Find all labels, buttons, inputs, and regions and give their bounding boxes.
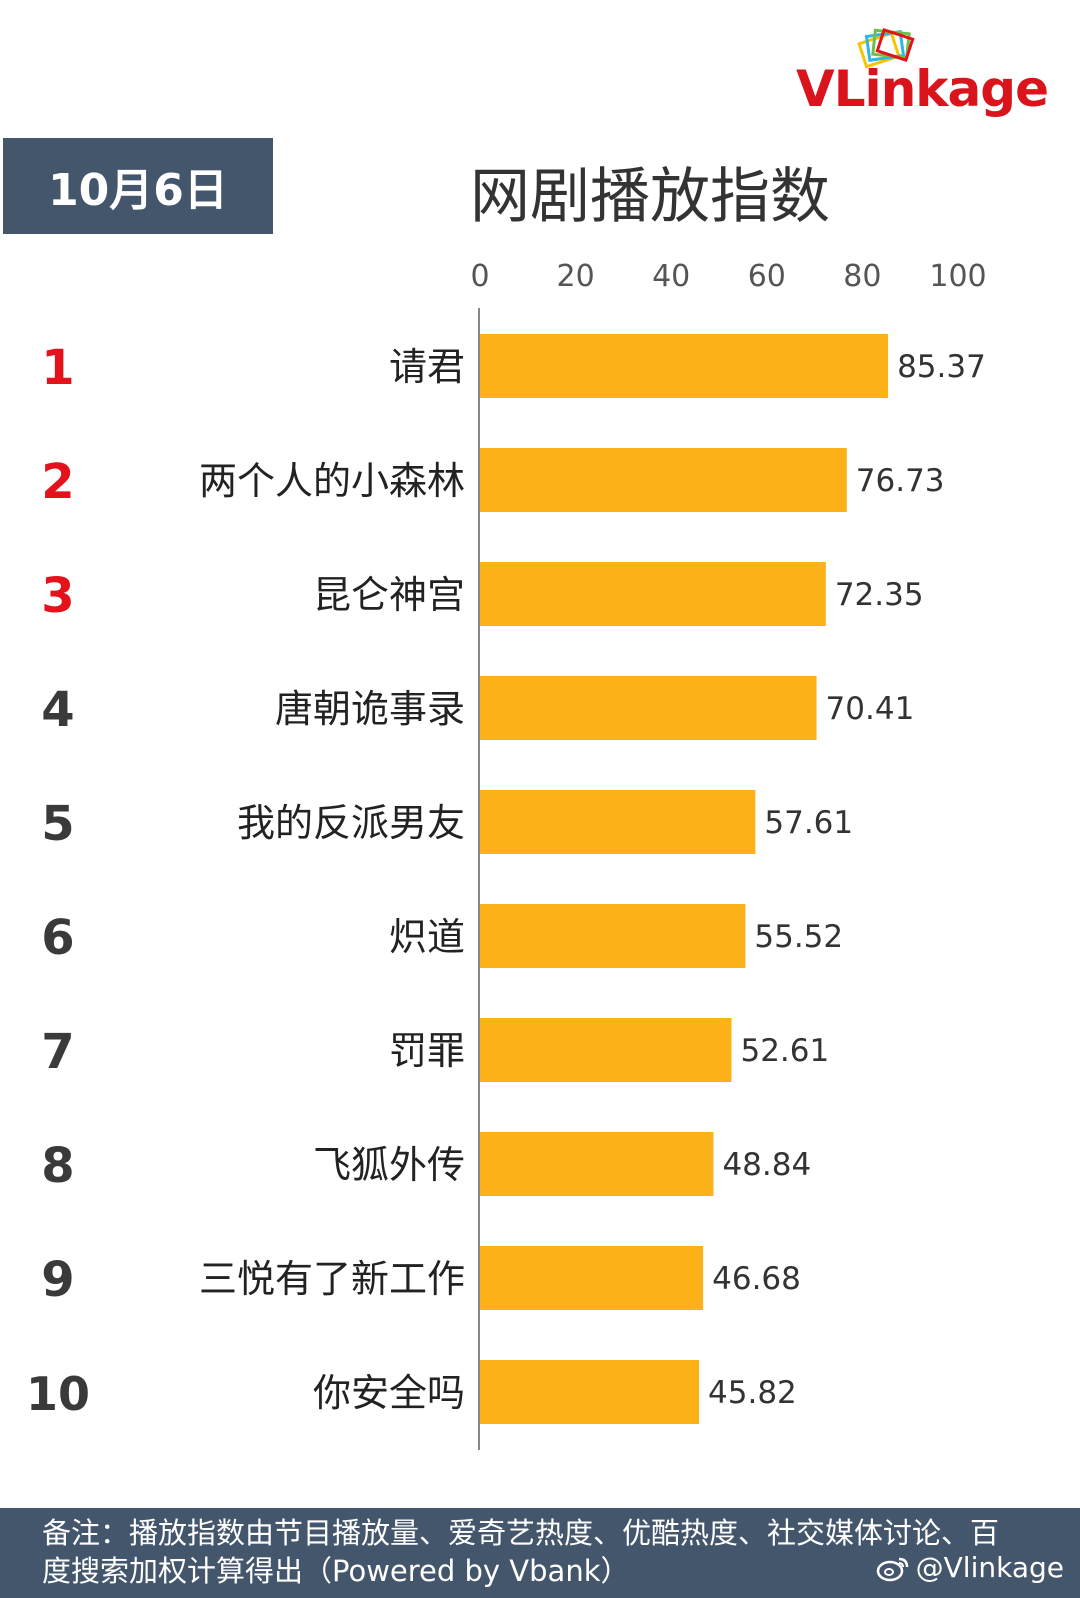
footer: 备注：播放指数由节目播放量、爱奇艺热度、优酷热度、社交媒体讨论、百度搜索加权计算…	[0, 1508, 1080, 1598]
x-tick-label: 80	[843, 259, 881, 294]
value-label: 76.73	[856, 463, 945, 499]
category-label: 飞狐外传	[313, 1143, 465, 1187]
rank-number: 4	[41, 682, 74, 738]
category-label: 昆仑神宫	[313, 573, 465, 617]
bar	[480, 1246, 704, 1310]
brand-name: VLinkage	[796, 60, 1049, 118]
logo-mark-icon	[857, 28, 915, 69]
category-label: 两个人的小森林	[199, 459, 465, 503]
value-label: 52.61	[740, 1033, 829, 1069]
value-label: 55.52	[754, 919, 843, 955]
bar	[480, 790, 756, 854]
x-tick-label: 40	[652, 259, 690, 294]
value-label: 85.37	[897, 349, 986, 385]
value-label: 72.35	[835, 577, 924, 613]
x-tick-label: 0	[470, 259, 489, 294]
weibo-handle-text: @Vlinkage	[915, 1551, 1064, 1584]
rank-number: 3	[41, 568, 74, 624]
bar	[480, 676, 817, 740]
date-badge: 10月6日	[3, 138, 273, 234]
rank-number: 1	[41, 340, 74, 396]
bar	[480, 1360, 700, 1424]
bar	[480, 334, 889, 398]
bar	[480, 904, 746, 968]
category-label: 罚罪	[389, 1029, 465, 1073]
weibo-handle: @Vlinkage	[876, 1551, 1064, 1584]
footer-note: 备注：播放指数由节目播放量、爱奇艺热度、优酷热度、社交媒体讨论、百度搜索加权计算…	[42, 1516, 1000, 1588]
category-label: 三悦有了新工作	[199, 1257, 465, 1301]
x-tick-label: 20	[557, 259, 595, 294]
bar	[480, 1132, 714, 1196]
value-label: 45.82	[708, 1375, 797, 1411]
rank-number: 8	[41, 1138, 74, 1194]
category-label: 唐朝诡事录	[275, 687, 465, 731]
bar	[480, 1018, 732, 1082]
x-tick-label: 100	[929, 259, 986, 294]
value-label: 57.61	[764, 805, 853, 841]
category-label: 请君	[389, 345, 465, 389]
value-label: 46.68	[712, 1261, 801, 1297]
rank-number: 10	[26, 1367, 90, 1421]
category-label: 我的反派男友	[237, 801, 465, 845]
rank-number: 9	[41, 1252, 74, 1308]
bar-chart: 0 20 40 60 80 100 1 请君 85.37 2 两个人的小森林 76.73 3 昆仑神宫 72…	[26, 259, 987, 1450]
x-tick-label: 60	[748, 259, 786, 294]
rank-number: 6	[41, 910, 74, 966]
value-label: 48.84	[722, 1147, 811, 1183]
category-label: 炽道	[389, 915, 465, 959]
weibo-icon	[876, 1557, 908, 1581]
bar	[480, 448, 847, 512]
rank-number: 7	[41, 1024, 74, 1080]
bar	[480, 562, 826, 626]
rank-number: 5	[41, 796, 74, 852]
category-label: 你安全吗	[313, 1371, 465, 1415]
chart-title: 网剧播放指数	[470, 162, 830, 232]
value-label: 70.41	[826, 691, 915, 727]
brand-logo: VLinkage	[794, 24, 1054, 124]
rank-number: 2	[41, 454, 74, 510]
